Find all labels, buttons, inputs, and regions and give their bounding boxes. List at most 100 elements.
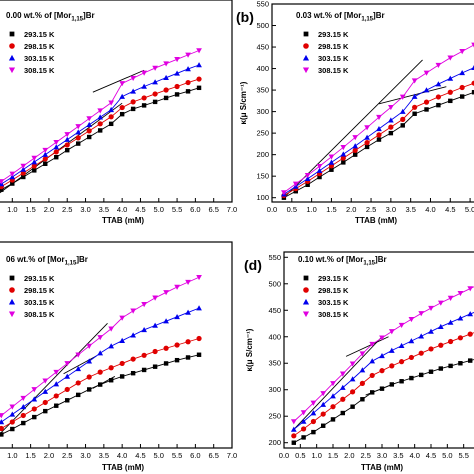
data-point [119,360,125,367]
data-point [53,139,60,146]
plot-frame [271,3,474,203]
data-point [185,89,191,94]
x-tick-label: 1.0 [306,205,316,214]
data-point [86,128,92,134]
data-point [0,179,5,185]
x-tick-label: 2.5 [360,451,370,460]
data-point [75,124,82,130]
data-point [86,343,93,349]
legend-label: 293.15 K [24,274,55,283]
legend-label: 303.15 K [24,298,55,307]
data-point [130,370,136,376]
data-point [423,99,430,105]
data-point [398,322,405,328]
data-point [411,78,418,84]
data-point [359,367,366,373]
data-point [119,337,126,343]
data-point [379,352,385,359]
legend-label: 298.15 K [318,42,349,51]
data-point [364,144,370,150]
y-axis-title: κ(μ S/cm⁻¹) [245,328,254,371]
data-point [64,142,70,148]
data-point [21,174,26,180]
data-point [304,175,311,182]
data-point [108,378,114,383]
data-point [360,397,365,402]
data-point [352,147,358,153]
data-point [31,387,38,393]
data-point [152,91,158,97]
series-line [0,354,200,436]
data-point [20,403,27,410]
data-point [437,300,444,306]
y-tick-label: 250 [268,412,281,421]
data-point [364,140,370,146]
data-point [291,433,297,439]
data-point [412,104,418,110]
x-tick-label: 3.0 [80,205,90,214]
data-point [141,95,147,101]
data-point [292,181,299,187]
data-point [424,107,429,112]
plot-frame [283,251,474,449]
data-point [76,141,81,146]
data-point [389,363,395,369]
data-point [130,106,136,112]
x-tick-label: 0.5 [287,205,297,214]
data-point [152,348,158,355]
data-point [10,426,15,432]
x-tick-label: 5.0 [154,451,164,460]
data-point [291,440,297,445]
fit-line [0,102,123,194]
data-point [399,94,406,100]
data-point [409,375,414,381]
data-point [86,121,93,128]
data-point [9,419,15,425]
data-point [42,378,49,384]
data-point [330,417,336,422]
data-point [31,159,38,165]
data-point [310,418,316,425]
data-point [459,94,465,99]
data-point [376,114,382,121]
data-point [53,144,60,150]
data-point [53,149,59,155]
data-point [0,425,4,432]
x-tick-label: 1.0 [7,451,17,460]
x-tick-label: 3.5 [393,451,403,460]
data-point [301,426,307,432]
chart-panel-c: 1.0 1.5 2.0 2.5 3.0 3.5 4.0 4.5 5.0 5.5 6.0 6.5 7.0 T… [0,241,237,472]
x-tick-label: 5.0 [154,205,164,214]
y-tick-label: 500 [268,279,281,288]
legend: 293.15 K 298.15 K 303.15 K 308.15 K [8,274,55,319]
data-point [174,70,180,76]
data-point [163,74,169,81]
data-point [32,168,37,173]
y-tick-label: 300 [268,385,281,394]
data-point [86,358,93,364]
data-point [64,361,71,367]
data-point [196,305,202,311]
x-tick-label: 6.5 [208,451,218,460]
chart-panel-b: 0.0 0.5 1.0 1.5 2.0 2.5 3.0 3.5 4.0 4.5 5.0 100 150 2… [236,0,474,225]
x-tick-label: 4.5 [445,205,455,214]
x-tick-label: 2.5 [62,205,72,214]
data-point [316,167,323,173]
data-point [43,161,48,167]
legend-label: 298.15 K [24,286,55,295]
data-point [428,346,434,352]
data-point [290,426,297,432]
data-point [340,396,346,402]
data-point [42,388,49,394]
x-tick-label: 4.5 [135,451,145,460]
data-point [185,66,191,72]
data-point [310,410,317,416]
data-point [459,84,465,91]
x-tick-label: 2.0 [44,451,54,460]
data-point [359,380,365,386]
data-point [9,411,16,417]
x-tick-label: 3.5 [405,205,415,214]
data-point [53,393,59,399]
data-point [364,134,370,140]
